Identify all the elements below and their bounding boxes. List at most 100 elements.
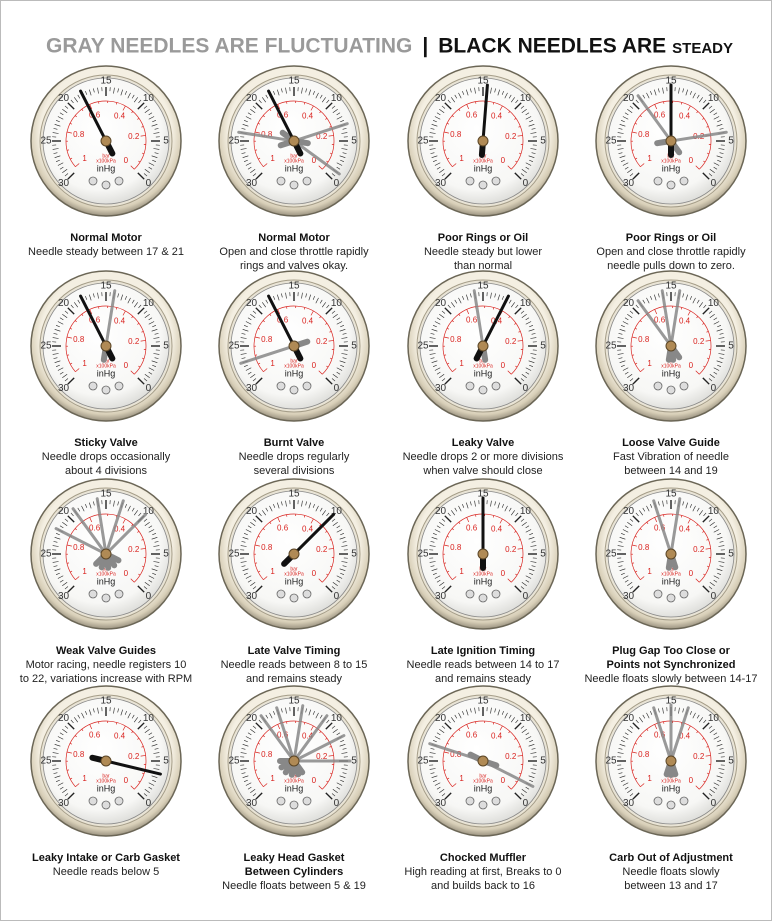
scale-tick (67, 792, 75, 800)
scale-tick (454, 299, 458, 304)
scale-tick (342, 772, 347, 774)
scale-tick (57, 116, 64, 120)
scale-tick (439, 729, 445, 734)
inhg-label: 15 (665, 76, 677, 87)
bar-label: 0.2 (505, 132, 517, 141)
scale-tick (152, 740, 157, 743)
bar-label: 0 (124, 156, 129, 165)
scale-tick (133, 97, 138, 103)
scale-tick (240, 148, 247, 150)
scale-tick (515, 719, 519, 724)
scale-tick (252, 793, 257, 797)
scale-tick (632, 307, 640, 315)
scale-tick (685, 294, 688, 301)
scale-tick (319, 299, 323, 304)
red-tick (66, 544, 72, 547)
scale-tick (67, 172, 75, 180)
scale-tick (277, 294, 280, 301)
screw (653, 796, 663, 806)
inhg-label: 0 (523, 798, 529, 809)
scale-tick (692, 92, 696, 99)
scale-tick (531, 565, 536, 567)
scale-tick (624, 732, 629, 736)
bar-label: 1 (647, 154, 652, 163)
screw (114, 381, 124, 391)
scale-tick (441, 310, 446, 314)
red-tick (115, 722, 118, 725)
red-tick (303, 102, 306, 105)
red-tick (328, 755, 334, 757)
scale-tick (510, 97, 515, 103)
unit-kpa: x100kPa (284, 158, 304, 164)
caption-line: and remains steady (435, 673, 531, 685)
scale-tick (439, 522, 445, 527)
scale-tick (148, 317, 153, 321)
red-tick (89, 517, 93, 523)
scale-tick (127, 92, 131, 99)
needle-tail (294, 338, 311, 348)
scale-tick (510, 510, 515, 516)
screw (491, 381, 501, 391)
scale-tick (273, 295, 276, 300)
scale-tick (466, 502, 469, 509)
scale-tick (54, 329, 61, 332)
scale-tick (617, 337, 624, 339)
scale-tick (454, 94, 458, 99)
scale-tick (137, 792, 145, 800)
inhg-label: 10 (143, 713, 155, 724)
red-tick (141, 565, 145, 568)
scale-tick (154, 128, 159, 130)
scale-tick (53, 541, 58, 543)
red-arc (65, 100, 147, 170)
red-tick (318, 785, 323, 790)
screw (289, 385, 299, 395)
scale-tick (315, 297, 319, 304)
screw (101, 180, 111, 190)
scale-tick (682, 293, 684, 298)
bar-label: 0 (689, 361, 694, 370)
red-tick (254, 131, 260, 134)
bar-label: 0.4 (679, 317, 691, 326)
scale-tick (153, 353, 160, 355)
scale-tick (67, 102, 75, 110)
inhg-label: 0 (146, 591, 152, 602)
inhg-label: 0 (711, 178, 717, 189)
red-arc (630, 100, 712, 170)
scale-tick (622, 529, 629, 533)
scale-tick (62, 522, 68, 527)
scale-tick (52, 545, 59, 547)
screw (653, 381, 663, 391)
red-tick (310, 518, 314, 524)
red-tick (680, 515, 683, 518)
scale-tick (143, 378, 148, 382)
red-tick (328, 135, 334, 137)
red-tick (258, 570, 261, 573)
scale-tick (85, 90, 88, 95)
scale-tick (154, 541, 159, 543)
needle-tail (467, 751, 483, 763)
red-tick (69, 742, 73, 745)
bar-label: 1 (270, 154, 275, 163)
scale-tick (59, 166, 64, 170)
scale-tick (93, 708, 95, 713)
scale-tick (77, 94, 81, 99)
scale-tick (434, 575, 441, 579)
red-tick (137, 323, 140, 325)
screw (302, 589, 312, 599)
scale-tick (242, 537, 249, 540)
scale-tick (620, 120, 625, 123)
scale-tick (250, 581, 256, 586)
scale-tick (245, 782, 252, 786)
bar-label: 0.6 (466, 524, 478, 533)
scale-tick (241, 128, 246, 130)
scale-tick (54, 537, 61, 540)
scale-tick (510, 717, 515, 723)
scale-tick (54, 744, 61, 747)
scale-tick (713, 786, 718, 790)
red-tick (446, 327, 450, 330)
scale-tick (430, 748, 435, 750)
red-tick (141, 772, 145, 775)
scale-tick (709, 729, 715, 734)
scale-tick (439, 581, 445, 586)
